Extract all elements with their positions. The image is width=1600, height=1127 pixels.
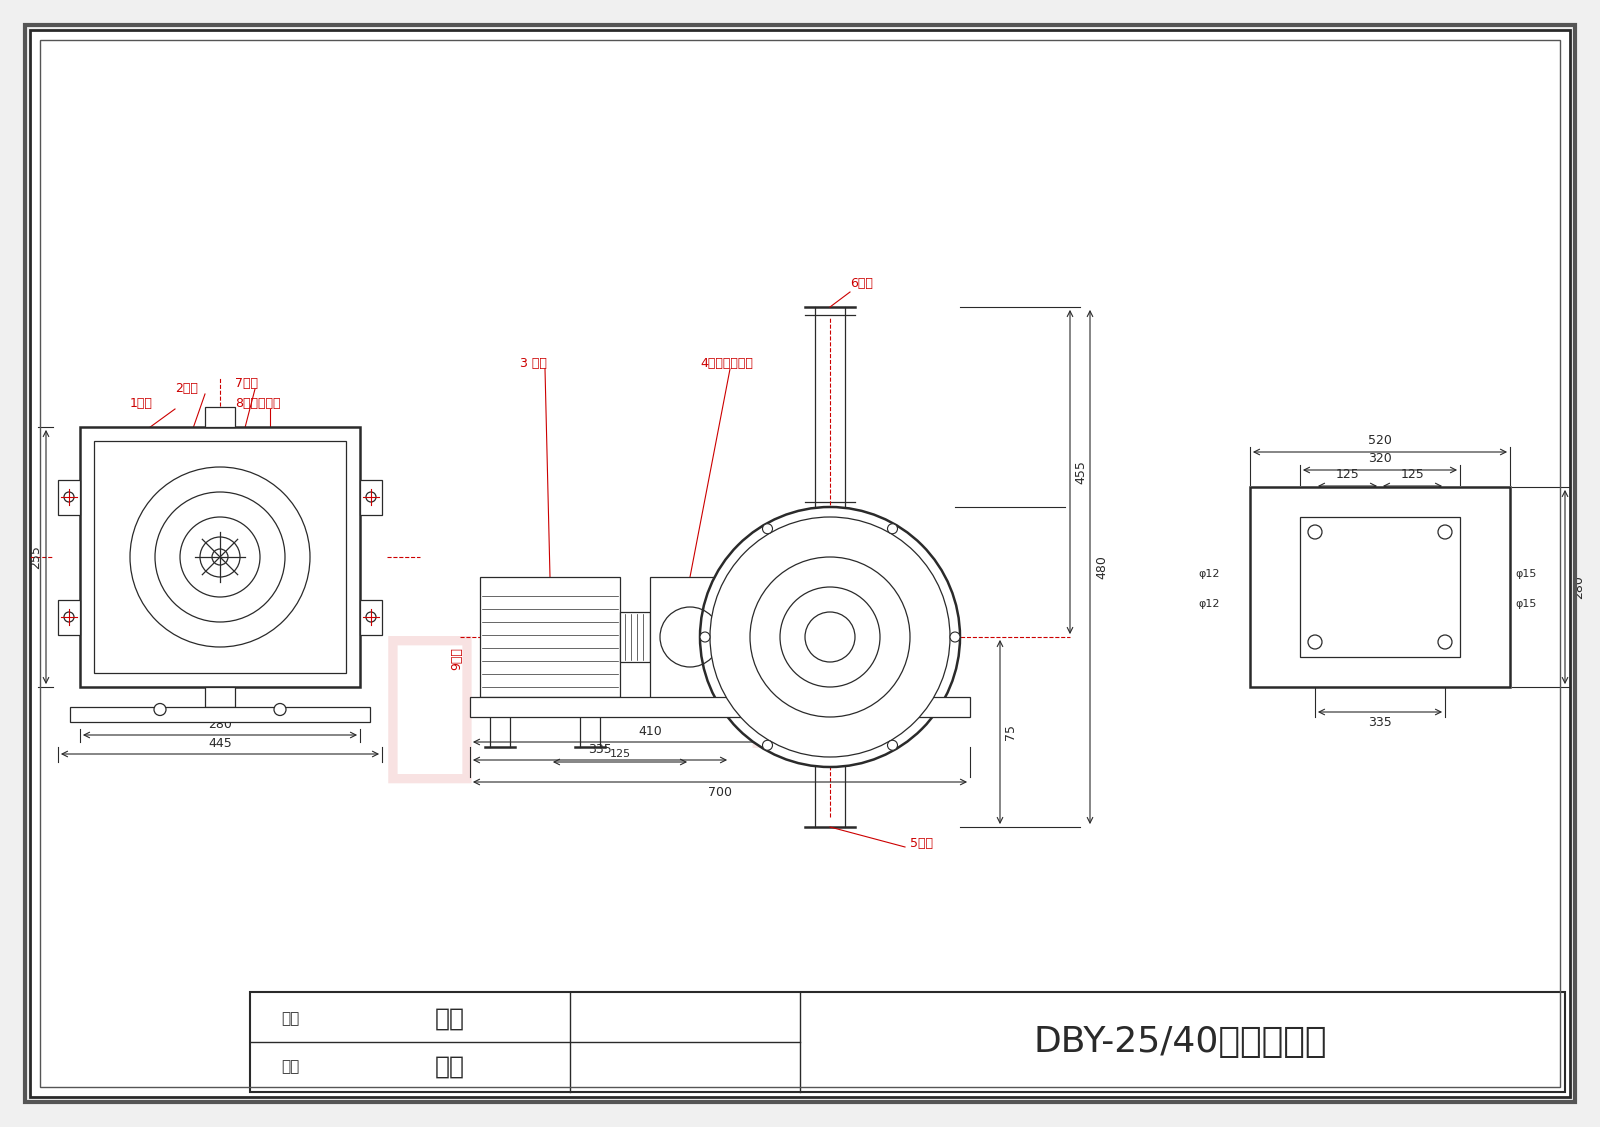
Text: 8偏心轮轴承: 8偏心轮轴承 (235, 397, 280, 410)
Text: 3 电机: 3 电机 (520, 357, 547, 370)
Circle shape (763, 740, 773, 751)
Text: 审核: 审核 (282, 1059, 299, 1074)
Text: 5进口: 5进口 (910, 837, 933, 850)
Bar (58, 600, 80, 635)
Text: 夏环: 夏环 (435, 1055, 466, 1079)
Text: 7连杆: 7连杆 (235, 378, 258, 390)
Bar (360, 600, 382, 635)
Text: φ15: φ15 (1515, 569, 1536, 579)
Circle shape (1438, 635, 1453, 649)
Text: 明: 明 (747, 644, 813, 751)
Text: 455: 455 (1074, 460, 1086, 483)
Circle shape (701, 632, 710, 642)
Text: 320: 320 (1368, 452, 1392, 465)
Text: 410: 410 (638, 725, 662, 738)
Text: 125: 125 (610, 749, 630, 758)
Text: 75: 75 (1005, 724, 1018, 740)
Text: 光: 光 (381, 625, 480, 789)
Text: 280: 280 (1571, 575, 1586, 598)
Text: 9活塞: 9活塞 (450, 647, 462, 669)
Text: 2隔膜: 2隔膜 (174, 382, 198, 394)
Text: 1球座: 1球座 (130, 397, 154, 410)
Bar (480, 577, 621, 696)
Circle shape (888, 740, 898, 751)
Circle shape (763, 524, 773, 534)
Text: φ12: φ12 (1198, 569, 1221, 579)
Text: 林陈: 林陈 (435, 1008, 466, 1031)
Circle shape (130, 467, 310, 647)
Circle shape (64, 612, 74, 622)
Circle shape (1309, 525, 1322, 539)
Bar (58, 479, 80, 515)
Bar (70, 707, 370, 722)
Text: 700: 700 (707, 786, 733, 799)
Bar (205, 687, 235, 707)
Circle shape (1309, 635, 1322, 649)
Bar (621, 612, 650, 662)
Circle shape (154, 703, 166, 716)
Bar (205, 407, 235, 427)
Circle shape (950, 632, 960, 642)
Text: DBY-25/40安装尺寸图: DBY-25/40安装尺寸图 (1034, 1024, 1326, 1059)
Text: 280: 280 (208, 718, 232, 731)
Bar (80, 427, 360, 687)
Bar (1250, 487, 1510, 687)
Circle shape (274, 703, 286, 716)
Text: 制图: 制图 (282, 1012, 299, 1027)
Circle shape (888, 524, 898, 534)
Circle shape (1438, 525, 1453, 539)
Text: 4模线式减速机: 4模线式减速机 (701, 357, 754, 370)
Circle shape (366, 492, 376, 502)
Text: φ15: φ15 (1515, 598, 1536, 609)
Text: 6出口: 6出口 (850, 277, 874, 290)
Circle shape (366, 612, 376, 622)
Text: 335: 335 (589, 743, 611, 756)
Bar (1299, 517, 1459, 657)
Text: φ12: φ12 (1198, 598, 1221, 609)
Circle shape (710, 517, 950, 757)
Text: 4-φ16: 4-φ16 (240, 709, 277, 721)
Bar (470, 696, 970, 717)
Text: 125: 125 (1336, 468, 1360, 481)
Text: 255: 255 (29, 545, 42, 569)
Text: 445: 445 (208, 737, 232, 749)
Text: 480: 480 (1094, 556, 1107, 579)
Text: 335: 335 (1368, 716, 1392, 729)
Text: 520: 520 (1368, 434, 1392, 447)
Circle shape (64, 492, 74, 502)
Bar (650, 577, 730, 707)
Bar (360, 479, 382, 515)
Bar (94, 441, 346, 673)
Circle shape (701, 507, 960, 767)
Text: 125: 125 (1400, 468, 1424, 481)
Bar (250, 992, 1565, 1092)
